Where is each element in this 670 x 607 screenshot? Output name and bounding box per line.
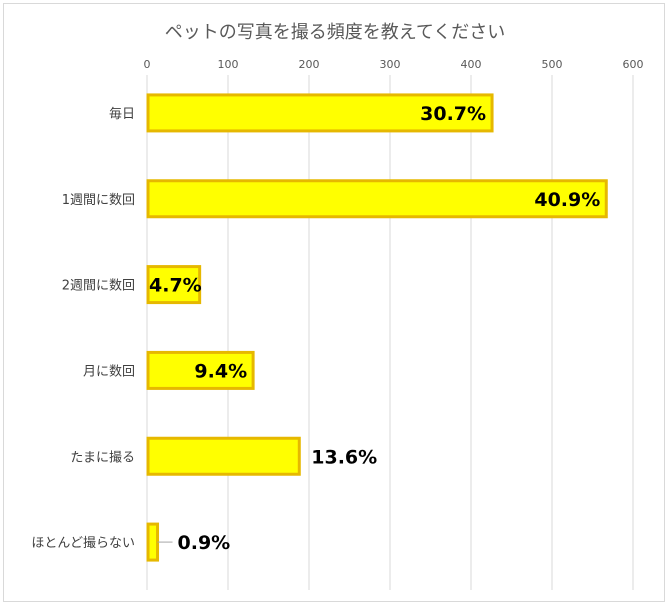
category-label: 2週間に数回: [62, 279, 135, 294]
bar: [146, 93, 494, 133]
x-tick-label: 500: [542, 58, 563, 71]
x-tick-label: 400: [461, 58, 482, 71]
data-label: 40.9%: [534, 189, 600, 211]
category-label: 毎日: [109, 106, 135, 122]
bar: [146, 265, 202, 305]
x-tick-label: 600: [623, 58, 644, 71]
data-label: 0.9%: [178, 532, 231, 554]
category-label: ほとんど撮らない: [31, 535, 135, 551]
chart-title: ペットの写真を撮る頻度を教えてください: [164, 22, 506, 43]
x-tick-label: 0: [144, 58, 151, 71]
data-label: 4.7%: [149, 275, 202, 297]
category-label: たまに撮る: [70, 449, 135, 465]
x-tick-label: 300: [380, 58, 401, 71]
category-label: 月に数回: [83, 364, 135, 379]
category-label: 1週間に数回: [62, 193, 135, 208]
bar: [146, 522, 160, 562]
data-label: 30.7%: [420, 103, 486, 125]
x-tick-label: 100: [218, 58, 239, 71]
data-label: 9.4%: [194, 360, 247, 382]
chart-frame: [3, 3, 665, 602]
bar: [146, 179, 608, 219]
bar: [146, 436, 301, 476]
data-label: 13.6%: [311, 446, 377, 468]
x-tick-label: 200: [299, 58, 320, 71]
bar: [146, 350, 255, 390]
